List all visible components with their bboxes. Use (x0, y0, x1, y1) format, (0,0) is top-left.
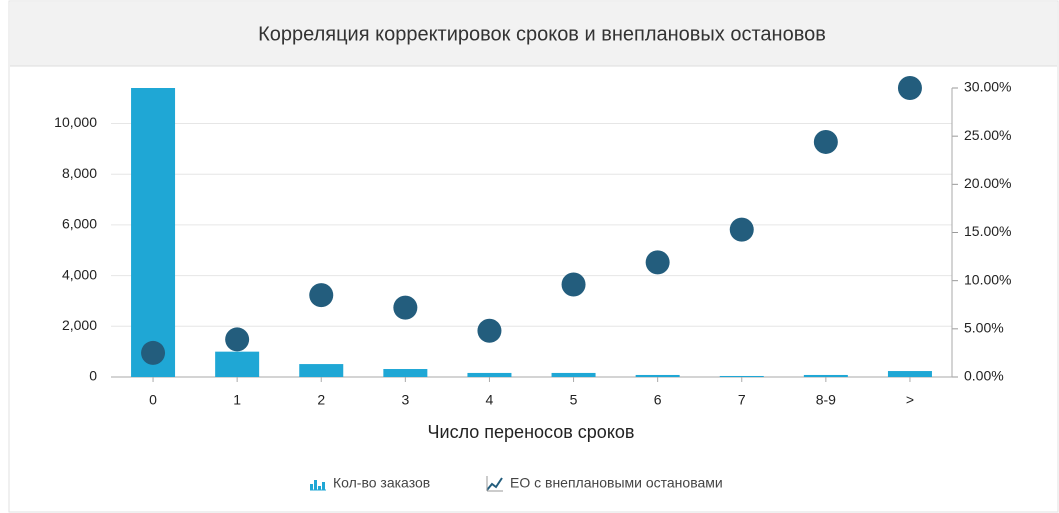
x-tick-label: 0 (149, 392, 157, 408)
legend-icon (314, 480, 317, 490)
x-tick-label: 8-9 (816, 392, 836, 408)
y-tick-label: 4,000 (62, 266, 97, 282)
bar (131, 88, 176, 377)
dot (141, 340, 166, 365)
x-tick-label: 4 (486, 392, 494, 408)
y2-tick-label: 25.00% (964, 127, 1011, 143)
y-tick-label: 6,000 (62, 216, 97, 232)
dot (645, 250, 670, 275)
y-tick-label: 0 (89, 368, 97, 384)
y2-tick-label: 0.00% (964, 368, 1004, 384)
y-tick-label: 10,000 (54, 114, 97, 130)
title-bar (10, 2, 1057, 66)
dot (729, 217, 754, 242)
bar (719, 375, 764, 377)
dot (309, 283, 334, 308)
frame (8, 0, 1059, 513)
bar (383, 369, 428, 377)
x-tick-label: 2 (317, 392, 325, 408)
x-axis-title: Число переносов сроков (428, 422, 635, 442)
dot (393, 295, 418, 320)
legend-label: Кол-во заказов (333, 475, 430, 491)
y-tick-label: 8,000 (62, 165, 97, 181)
bar (551, 372, 596, 377)
legend-icon (310, 484, 313, 490)
dot (477, 318, 502, 343)
y2-tick-label: 5.00% (964, 320, 1004, 336)
x-tick-label: 1 (233, 392, 241, 408)
x-tick-label: > (906, 392, 914, 408)
dot (225, 327, 250, 352)
x-tick-label: 3 (401, 392, 409, 408)
bar (635, 374, 680, 377)
bar (467, 372, 512, 377)
legend-icon (322, 482, 325, 490)
y2-tick-label: 10.00% (964, 271, 1011, 287)
bar (887, 371, 932, 377)
bar (299, 364, 344, 377)
legend-icon (318, 486, 321, 490)
chart-title: Корреляция корректировок сроков и внепла… (258, 23, 826, 45)
legend-icon (486, 477, 503, 491)
dot (561, 272, 586, 297)
y2-tick-label: 30.00% (964, 79, 1011, 95)
y-tick-label: 2,000 (62, 317, 97, 333)
legend-label: ЕО с внеплановыми остановами (510, 475, 723, 491)
bar (803, 374, 848, 377)
y2-tick-label: 15.00% (964, 223, 1011, 239)
x-tick-label: 7 (738, 392, 746, 408)
x-tick-label: 6 (654, 392, 662, 408)
dot (813, 129, 838, 154)
y2-tick-label: 20.00% (964, 175, 1011, 191)
x-tick-label: 5 (570, 392, 578, 408)
dot (897, 76, 922, 100)
bar (215, 351, 260, 377)
